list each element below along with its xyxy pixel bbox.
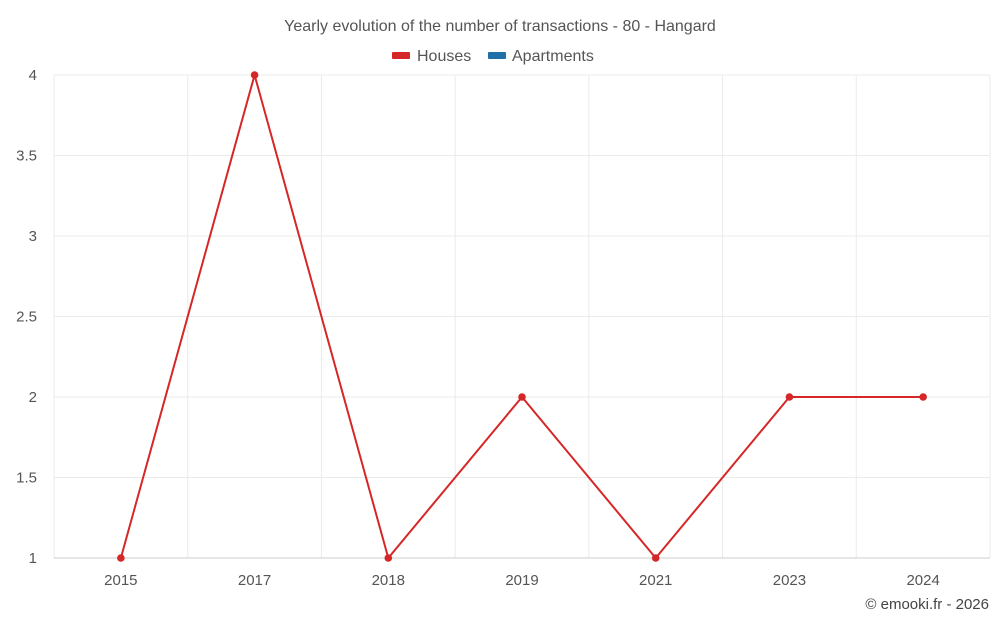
data-point[interactable]	[250, 71, 259, 79]
y-tick-label: 1.5	[16, 470, 37, 487]
data-point[interactable]	[919, 393, 927, 401]
y-tick-label: 3	[29, 228, 37, 245]
x-tick-label: 2018	[372, 572, 405, 589]
legend-label-apartments[interactable]: Apartments	[512, 48, 594, 65]
x-tick-label: 2015	[104, 572, 137, 589]
legend: Houses Apartments	[392, 48, 594, 65]
x-tick-label: 2023	[773, 572, 806, 589]
legend-label-houses[interactable]: Houses	[417, 48, 471, 65]
series	[117, 71, 927, 562]
data-point[interactable]	[785, 393, 794, 401]
data-point[interactable]	[384, 554, 393, 562]
y-tick-label: 2.5	[16, 309, 37, 326]
data-point[interactable]	[651, 554, 660, 562]
x-axis-ticks: 2015 2017 2018 2019 2021 2023 2024	[104, 572, 940, 589]
x-tick-label: 2021	[639, 572, 672, 589]
y-tick-label: 4	[29, 67, 37, 84]
x-tick-label: 2019	[505, 572, 538, 589]
y-axis-ticks: 1 1.5 2 2.5 3 3.5 4	[16, 67, 37, 567]
y-tick-label: 1	[29, 550, 37, 567]
data-point[interactable]	[518, 393, 526, 401]
x-tick-label: 2017	[238, 572, 271, 589]
grid	[53, 74, 991, 558]
legend-swatch-houses[interactable]	[392, 52, 410, 59]
credit-text: © emooki.fr - 2026	[865, 596, 989, 613]
x-tick-label: 2024	[906, 572, 939, 589]
legend-swatch-apartments[interactable]	[488, 52, 506, 59]
y-tick-label: 3.5	[16, 148, 37, 165]
y-tick-label: 2	[29, 389, 37, 406]
chart-title: Yearly evolution of the number of transa…	[284, 18, 716, 35]
data-point[interactable]	[117, 554, 125, 562]
